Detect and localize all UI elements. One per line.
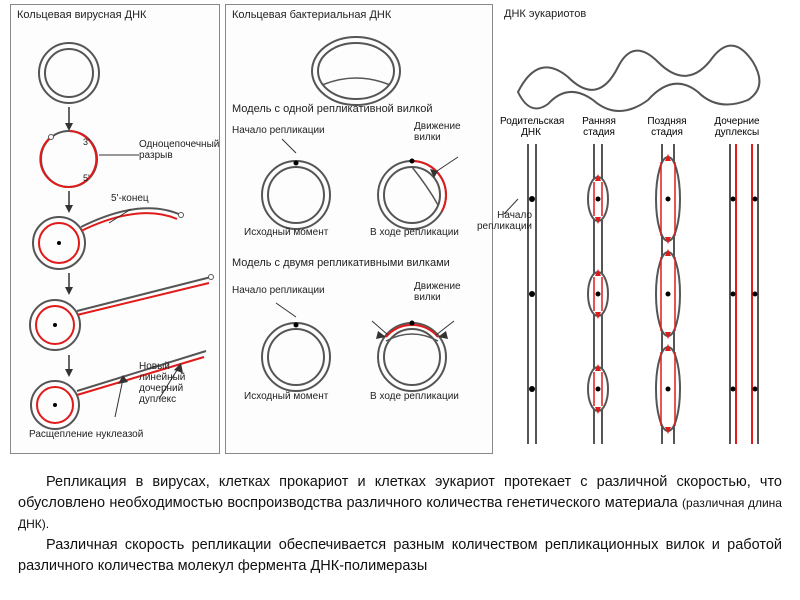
- svg-text:5': 5': [83, 173, 90, 183]
- column-bacterial-dna: Кольцевая бактериальная ДНК: [225, 4, 493, 454]
- col2-initial1: Исходный момент: [244, 227, 328, 238]
- col2-initial2: Исходный момент: [244, 391, 328, 402]
- caption-p2: Различная скорость репликации обеспечива…: [18, 535, 782, 577]
- column-eukaryotic-dna: ДНК эукариотов Родительская ДНК Ранняя с…: [498, 4, 788, 454]
- col2-model1: Модель с одной репликативной вилкой: [232, 103, 433, 115]
- col2-during1: В ходе репликации: [370, 227, 459, 238]
- svg-text:3': 3': [83, 137, 90, 147]
- col2-during2: В ходе репликации: [370, 391, 459, 402]
- col2-origin2: Начало репликации: [232, 285, 325, 296]
- caption-p1: Репликация в вирусах, клетках прокариот …: [18, 472, 782, 535]
- label-early: Ранняя стадия: [568, 116, 630, 138]
- label-newduplex: Новый линейный дочерний дуплекс: [139, 361, 217, 405]
- col2-origin1: Начало репликации: [232, 125, 325, 136]
- label-break: Одноцепочечный разрыв: [139, 139, 215, 161]
- caption-p1a: Репликация в вирусах, клетках прокариот …: [18, 474, 782, 511]
- col2-fork2: Движение вилки: [414, 281, 472, 303]
- col2-title: Кольцевая бактериальная ДНК: [226, 5, 492, 27]
- chromatin-svg: [498, 22, 786, 122]
- caption-block: Репликация в вирусах, клетках прокариот …: [0, 460, 800, 587]
- col1-title: Кольцевая вирусная ДНК: [11, 5, 219, 27]
- col2-fork1: Движение вилки: [414, 121, 472, 143]
- diagram-area: Кольцевая вирусная ДНК 3' 5': [0, 0, 800, 460]
- label-nuclease: Расщепление нуклеазой: [29, 429, 143, 440]
- label-origin-euk: Начало репликации: [468, 210, 532, 232]
- column-viral-dna: Кольцевая вирусная ДНК 3' 5': [10, 4, 220, 454]
- col2-model2: Модель с двумя репликативными вилками: [232, 257, 450, 269]
- label-late: Поздняя стадия: [636, 116, 698, 138]
- label-daughter: Дочерние дуплексы: [706, 116, 768, 138]
- strands-svg: [498, 144, 786, 454]
- label-parent: Родительская ДНК: [500, 116, 562, 138]
- label-5end: 5'-конец: [111, 193, 149, 204]
